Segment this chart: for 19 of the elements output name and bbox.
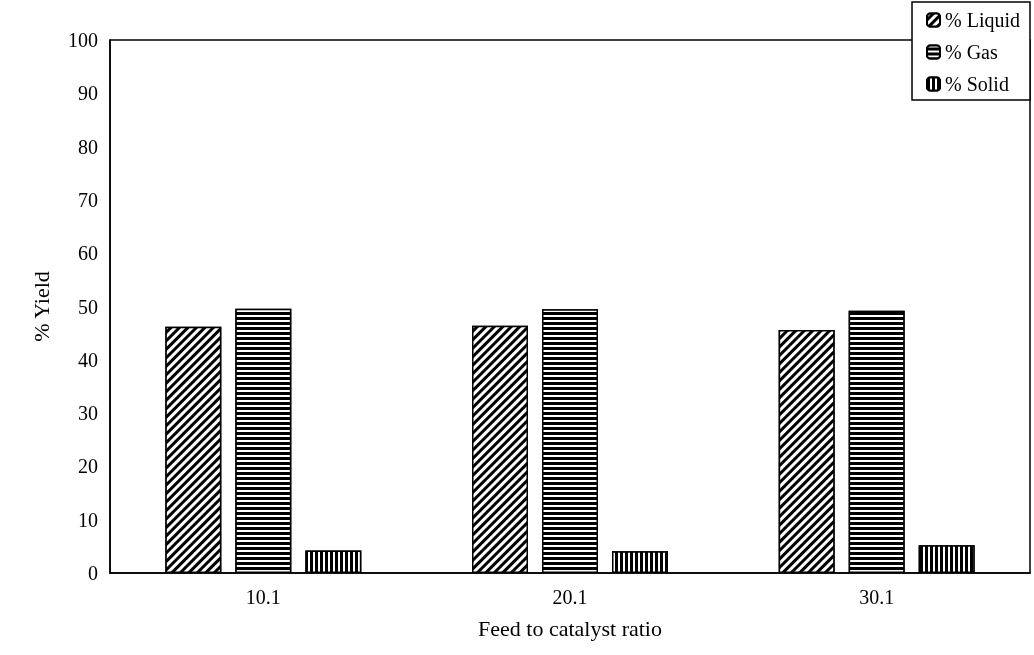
y-tick-label: 50	[78, 295, 98, 318]
y-tick-label: 40	[78, 348, 98, 371]
y-tick-label: 30	[78, 402, 98, 425]
y-tick-label: 80	[78, 135, 98, 158]
legend-label: % Liquid	[945, 9, 1021, 32]
y-tick-label: 60	[78, 242, 98, 265]
x-axis-title: Feed to catalyst ratio	[478, 615, 662, 641]
y-tick-label: 0	[88, 562, 98, 584]
y-tick-label: 20	[78, 455, 98, 478]
y-tick-label: 90	[78, 82, 98, 105]
y-tick-label: 70	[78, 188, 98, 211]
legend-label: % Gas	[945, 41, 998, 63]
y-axis-title: % Yield	[28, 271, 54, 342]
y-tick-label: 100	[68, 29, 98, 51]
x-tick-label: 30.1	[859, 586, 895, 608]
x-tick-label: 20.1	[552, 586, 588, 608]
legend-label: % Solid	[945, 73, 1009, 95]
y-tick-label: 10	[78, 508, 98, 531]
x-tick-label: 10.1	[245, 586, 281, 608]
